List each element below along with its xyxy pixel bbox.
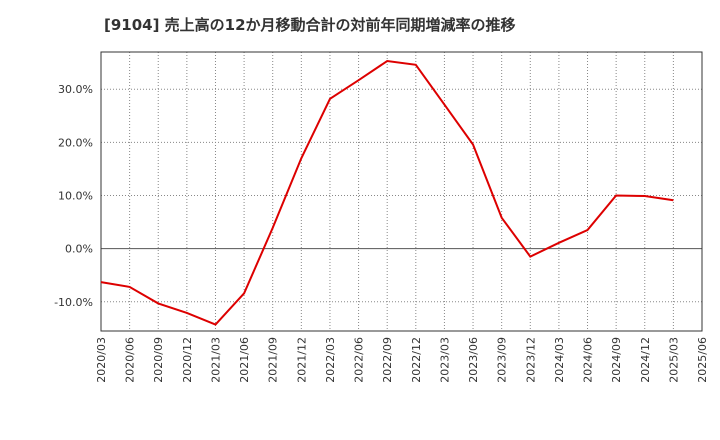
x-tick-label: 2020/12 [181, 337, 194, 383]
y-tick-labels: -10.0% 0.0% 10.0% 20.0% 30.0% [54, 83, 93, 309]
series-lines [100, 59, 674, 326]
plot-frame [100, 51, 703, 332]
x-tick-label: 2022/12 [410, 337, 423, 383]
x-tick-label: 2022/06 [353, 337, 366, 383]
x-tick-label: 2020/06 [124, 337, 137, 383]
y-tick-label: 20.0% [58, 136, 93, 149]
x-tick-label: 2020/03 [95, 337, 108, 383]
x-tick-label: 2023/12 [524, 337, 537, 383]
x-tick-label: 2022/03 [324, 337, 337, 383]
x-tick-label: 2024/12 [639, 337, 652, 383]
x-tick-label: 2023/06 [467, 337, 480, 383]
x-tick-label: 2024/09 [610, 337, 623, 383]
y-tick-label: -10.0% [54, 296, 93, 309]
x-tick-label: 2023/09 [496, 337, 509, 383]
y-tick-label: 10.0% [58, 189, 93, 202]
chart-title: [9104] 売上高の12か月移動合計の対前年同期増減率の推移 [104, 16, 516, 34]
axes [100, 51, 703, 332]
y-tick-label: 30.0% [58, 83, 93, 96]
x-tick-label: 2021/09 [267, 337, 280, 383]
x-tick-label: 2023/03 [438, 337, 451, 383]
x-tick-label: 2024/03 [553, 337, 566, 383]
y-tick-label: 0.0% [65, 243, 93, 256]
x-tick-label: 2021/03 [209, 337, 222, 383]
x-tick-label: 2021/12 [295, 337, 308, 383]
x-tick-label: 2025/03 [667, 337, 680, 383]
series-line [100, 59, 674, 326]
x-tick-labels: 2020/03 2020/06 2020/09 2020/12 2021/03 2021/… [95, 337, 709, 383]
x-tick-label: 2025/06 [696, 337, 709, 383]
x-tick-label: 2022/09 [381, 337, 394, 383]
grid-lines [101, 52, 702, 331]
x-tick-label: 2020/09 [152, 337, 165, 383]
x-tick-label: 2024/06 [582, 337, 595, 383]
x-tick-label: 2021/06 [238, 337, 251, 383]
